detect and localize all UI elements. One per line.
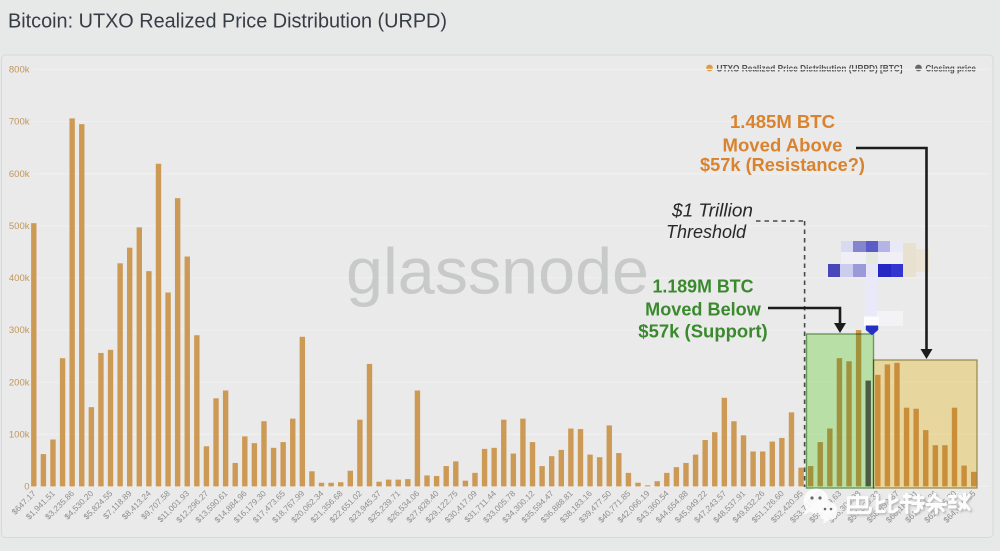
svg-text:Threshold: Threshold — [666, 222, 747, 242]
svg-text:200k: 200k — [9, 377, 30, 388]
svg-text:800k: 800k — [9, 65, 30, 76]
svg-text:Bitcoin: UTXO Realized Price D: Bitcoin: UTXO Realized Price Distributio… — [8, 11, 447, 33]
svg-text:300k: 300k — [9, 325, 30, 336]
svg-text:700k: 700k — [9, 117, 30, 128]
svg-text:Moved Above: Moved Above — [723, 136, 843, 156]
svg-text:$1 Trillion: $1 Trillion — [671, 201, 753, 221]
svg-text:400k: 400k — [9, 273, 30, 284]
svg-text:500k: 500k — [9, 221, 30, 232]
svg-text:1.189M BTC: 1.189M BTC — [653, 277, 754, 297]
svg-text:0: 0 — [24, 482, 29, 493]
svg-text:600k: 600k — [9, 169, 30, 180]
svg-text:1.485M BTC: 1.485M BTC — [730, 112, 835, 132]
svg-text:100k: 100k — [9, 430, 30, 441]
svg-text:$57k (Resistance?): $57k (Resistance?) — [700, 155, 865, 175]
svg-text:Moved Below: Moved Below — [645, 300, 762, 320]
svg-text:glassnode: glassnode — [346, 235, 649, 308]
svg-text:$57k (Support): $57k (Support) — [638, 322, 767, 342]
